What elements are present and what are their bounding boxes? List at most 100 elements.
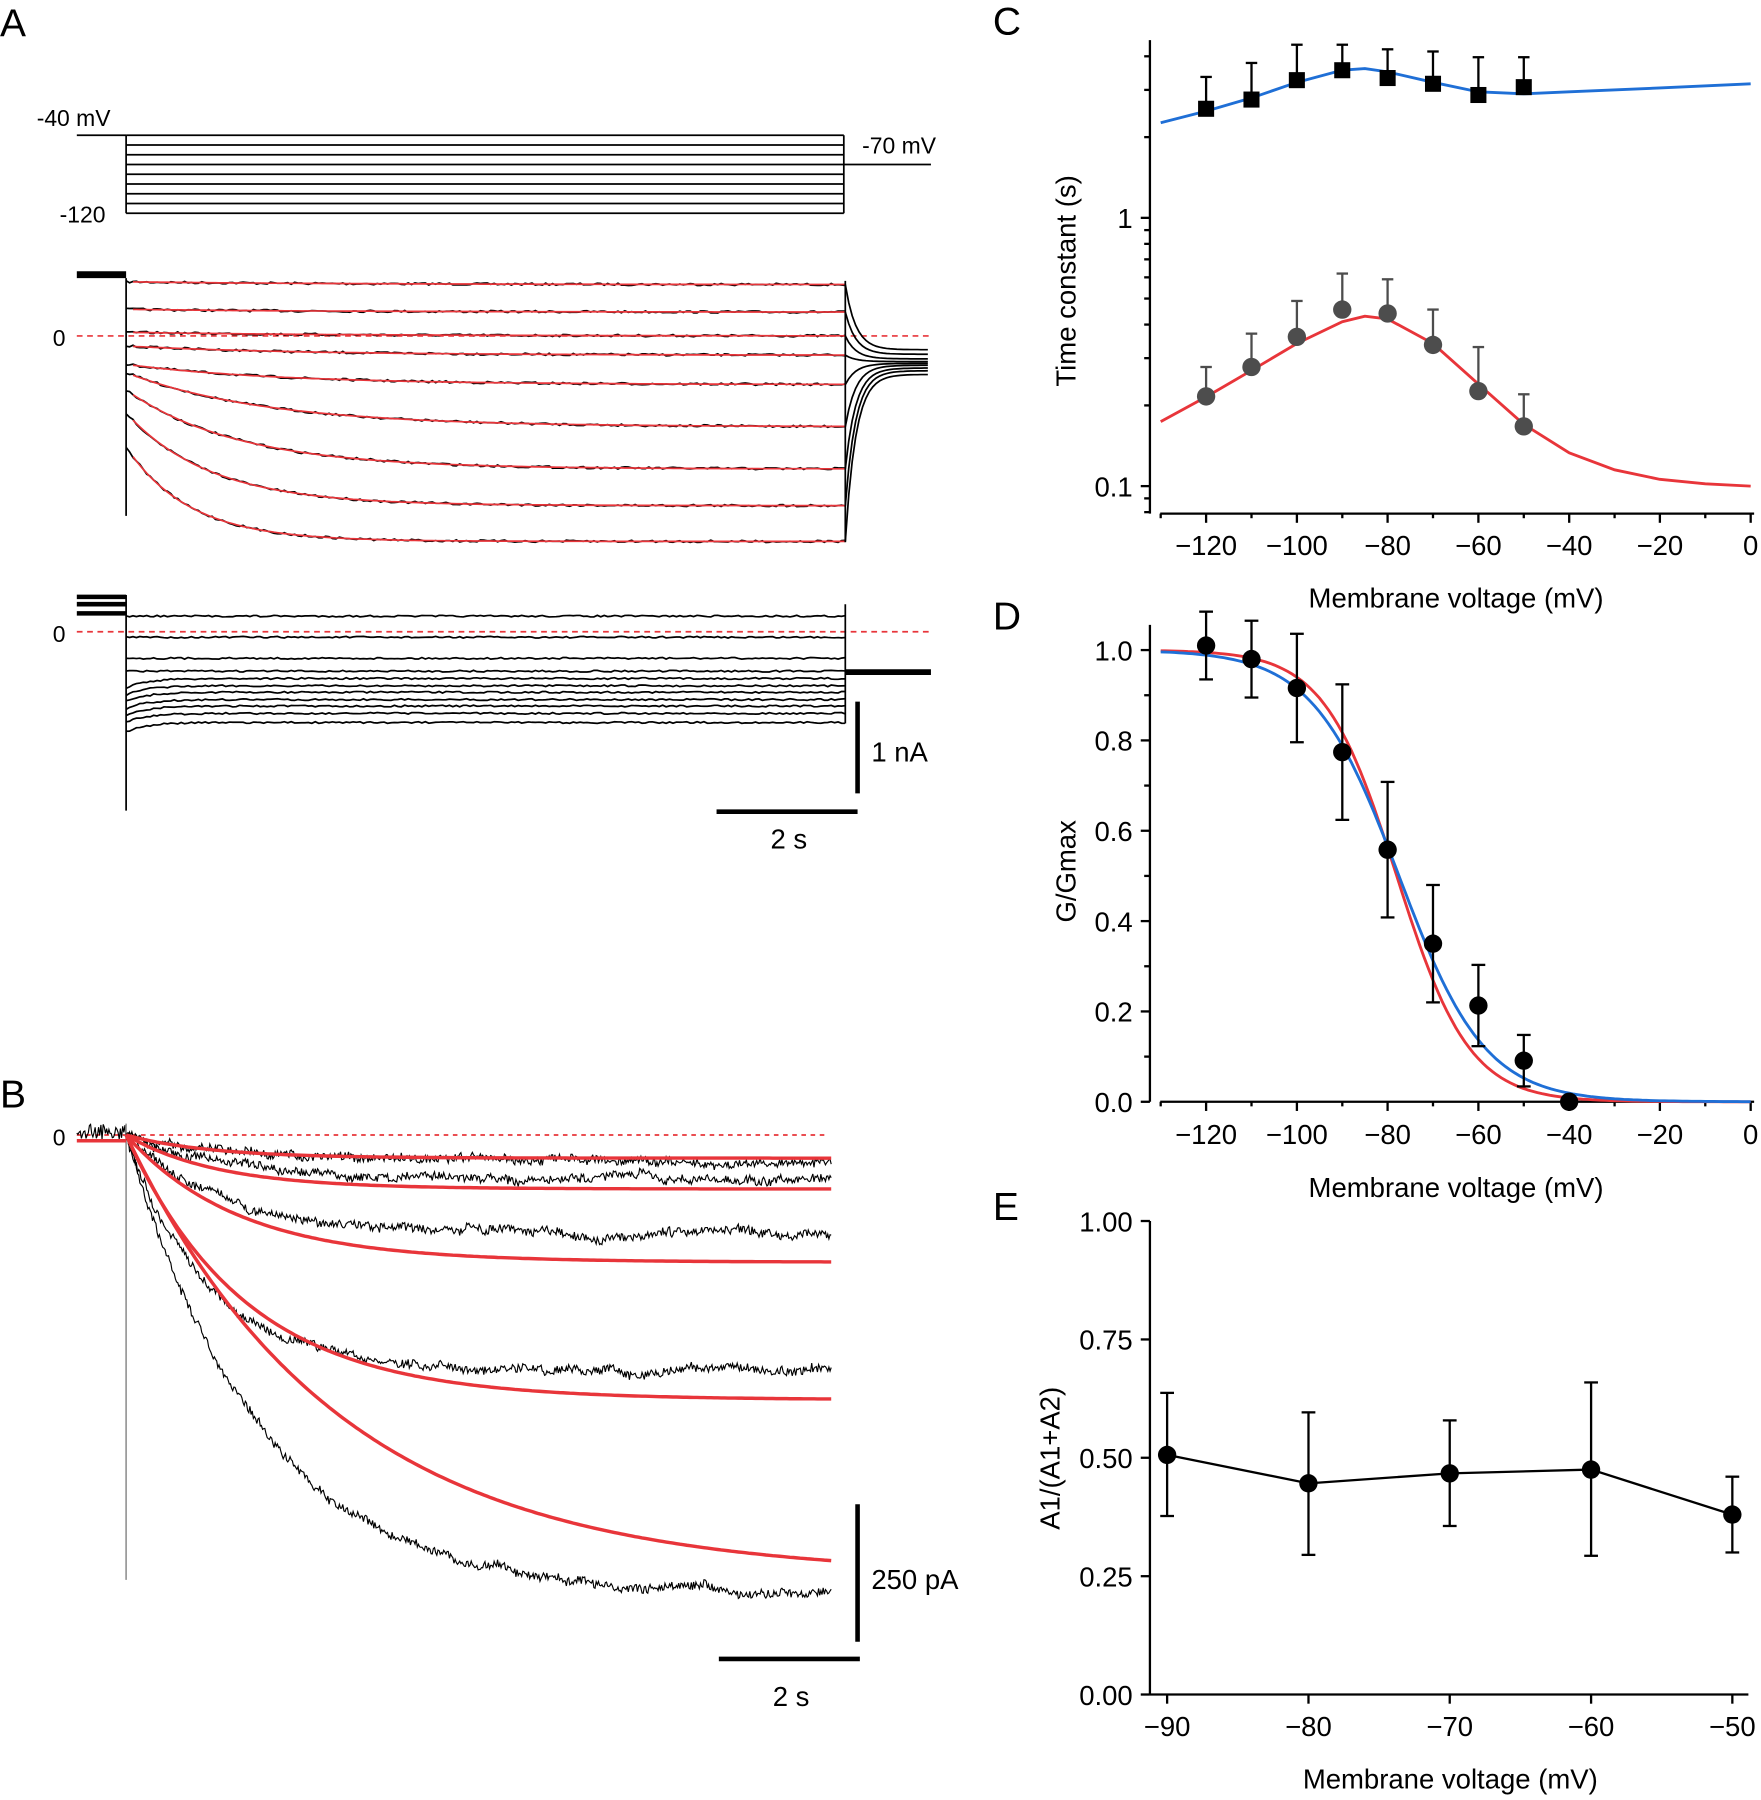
x-tick-label: −80: [1364, 530, 1411, 561]
data-point: [1514, 1051, 1533, 1070]
data-point: [1470, 86, 1487, 104]
y-tick-label: 0.6: [1094, 816, 1132, 847]
data-point: [1379, 70, 1396, 87]
current-trace: [125, 676, 845, 690]
data-point: [1378, 304, 1397, 323]
fit-curve: [132, 308, 845, 313]
fit-curve: [125, 1133, 832, 1191]
data-point: [1288, 72, 1305, 89]
data-point: [1469, 996, 1488, 1015]
fit-curve: [1160, 650, 1751, 1104]
current-trace: [125, 684, 845, 697]
tail-current: [844, 369, 928, 506]
data-point: [1423, 934, 1443, 953]
protocol-tail-label: -70 mV: [862, 133, 937, 159]
tail-current: [844, 284, 928, 351]
fit-curve: [132, 364, 845, 386]
data-point: [1242, 357, 1261, 377]
data-point: [1559, 1092, 1579, 1111]
current-trace: [125, 390, 845, 471]
x-tick-label: −80: [1285, 1711, 1332, 1742]
y-axis-title: A1/(A1+A2): [1034, 1387, 1065, 1530]
data-point: [1287, 678, 1307, 698]
data-point: [1196, 636, 1216, 655]
data-point: [1299, 1474, 1318, 1493]
fit-curve: [132, 394, 845, 470]
x-tick-label: −100: [1266, 1119, 1328, 1150]
zero-label-a-top: 0: [53, 325, 66, 351]
fit-curve: [124, 1134, 832, 1401]
data-point: [1196, 387, 1216, 406]
holding-current: [76, 1123, 127, 1140]
y-axis-title: Time constant (s): [1050, 175, 1081, 386]
fit-curve: [124, 1134, 832, 1563]
tail-current: [844, 367, 928, 470]
x-tick-label: −60: [1455, 1119, 1502, 1150]
y-tick-label: 1.00: [1079, 1206, 1133, 1237]
x-tick-label: −80: [1364, 1119, 1411, 1150]
current-trace: [126, 1134, 832, 1380]
x-tick-label: −120: [1175, 1119, 1237, 1150]
tail-current: [844, 373, 928, 542]
current-trace: [125, 446, 846, 544]
current-trace: [126, 656, 846, 661]
tail-current: [844, 354, 928, 363]
fit-curve: [125, 1133, 832, 1160]
y-tick-label: 0.4: [1094, 906, 1132, 937]
x-tick-label: 0: [1743, 1119, 1758, 1150]
y-tick-label: 0.1: [1094, 471, 1132, 502]
x-tick-label: −60: [1568, 1711, 1615, 1742]
current-trace: [125, 635, 846, 639]
x-tick-label: −20: [1637, 1119, 1684, 1150]
current-trace: [125, 413, 846, 508]
y-tick-label: 1: [1117, 203, 1132, 234]
y-tick-label: 0.00: [1079, 1680, 1133, 1711]
fit-curve: [132, 456, 845, 543]
x-tick-label: −20: [1637, 530, 1684, 561]
data-point: [1423, 335, 1443, 355]
panel-label-b: B: [0, 1074, 26, 1117]
data-point: [1581, 1460, 1601, 1479]
data-point: [1515, 79, 1532, 96]
x-tick-label: −40: [1546, 530, 1593, 561]
tail-current: [844, 362, 928, 385]
x-axis-title: Membrane voltage (mV): [1303, 1764, 1598, 1795]
y-tick-label: 0.0: [1094, 1087, 1132, 1118]
data-point: [1157, 1445, 1177, 1465]
fit-curve: [132, 331, 845, 337]
y-tick-label: 0.25: [1079, 1561, 1133, 1592]
data-point: [1334, 62, 1351, 79]
current-trace: [125, 614, 846, 618]
data-point: [1440, 1464, 1459, 1483]
data-point: [1469, 381, 1488, 401]
fit-curve: [1160, 649, 1751, 1104]
y-tick-label: 0.75: [1079, 1325, 1133, 1356]
x-tick-label: −70: [1426, 1711, 1473, 1742]
protocol-hold-label: -40 mV: [37, 105, 112, 131]
current-trace: [126, 720, 845, 733]
tail-current: [844, 335, 928, 360]
fit-curve: [132, 374, 845, 428]
current-trace: [125, 711, 846, 723]
data-point: [1424, 75, 1442, 92]
x-tick-label: −90: [1144, 1711, 1191, 1742]
tail-current: [844, 364, 928, 427]
y-tick-label: 0.2: [1094, 997, 1132, 1028]
panel-label-d: D: [993, 595, 1021, 638]
current-trace: [125, 690, 845, 702]
y-tick-label: 0.50: [1079, 1443, 1133, 1474]
x-axis-title: Membrane voltage (mV): [1309, 1172, 1604, 1203]
zero-label-b: 0: [53, 1124, 66, 1150]
x-tick-label: −50: [1709, 1711, 1756, 1742]
scale-label-current: 1 nA: [871, 736, 928, 767]
data-point: [1333, 300, 1352, 319]
current-trace: [125, 1132, 832, 1247]
data-point: [1243, 91, 1260, 108]
data-point: [1723, 1505, 1742, 1524]
x-axis-title: Membrane voltage (mV): [1309, 583, 1604, 614]
current-trace: [125, 697, 846, 711]
data-point: [1242, 649, 1261, 669]
zero-label-a-bottom: 0: [53, 621, 66, 647]
protocol-min-label: -120: [60, 201, 106, 227]
